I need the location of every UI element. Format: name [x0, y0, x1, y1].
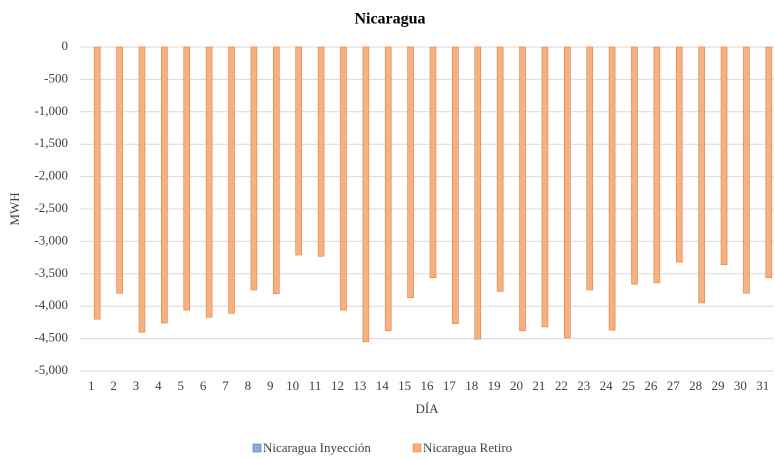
bar	[474, 46, 482, 340]
x-tick-label: 11	[309, 378, 322, 393]
bar	[138, 46, 146, 333]
bar	[250, 46, 258, 291]
x-tick-label: 12	[331, 378, 344, 393]
x-tick-label: 15	[398, 378, 411, 393]
y-tick-label: -3,000	[34, 232, 68, 247]
bar	[116, 46, 123, 294]
legend-swatch	[412, 443, 422, 453]
chart-title: Nicaragua	[354, 11, 425, 28]
bar	[586, 46, 594, 291]
x-tick-label: 31	[756, 378, 769, 393]
x-tick-label: 28	[689, 378, 702, 393]
x-tick-label: 10	[286, 378, 299, 393]
y-tick-label: -4,000	[34, 297, 68, 312]
bar	[205, 46, 213, 318]
x-tick-label: 7	[222, 378, 229, 393]
bar	[407, 46, 414, 299]
bar	[541, 46, 549, 328]
x-tick-label: 14	[376, 378, 390, 393]
bar	[496, 46, 504, 292]
x-tick-label: 24	[600, 378, 614, 393]
bar	[317, 46, 325, 257]
bar	[272, 46, 280, 295]
x-tick-label: 8	[245, 378, 252, 393]
bar	[295, 46, 302, 256]
y-axis-label: MWH	[7, 192, 22, 225]
y-tick-label: 0	[62, 38, 69, 53]
x-tick-label: 3	[133, 378, 140, 393]
bar	[765, 46, 773, 278]
bar	[519, 46, 526, 332]
bar	[183, 46, 191, 311]
bar	[564, 46, 571, 339]
x-tick-label: 27	[667, 378, 681, 393]
x-tick-label: 20	[510, 378, 523, 393]
x-tick-label: 1	[88, 378, 95, 393]
bar	[698, 46, 705, 304]
x-tick-label: 13	[353, 378, 366, 393]
bar	[720, 46, 728, 266]
bar	[384, 46, 392, 332]
y-tick-label: -5,000	[34, 362, 68, 377]
bar	[93, 46, 101, 320]
legend-swatch	[252, 443, 262, 453]
y-tick-label: -1,000	[34, 103, 68, 118]
x-tick-label: 18	[465, 378, 478, 393]
bar	[228, 46, 235, 314]
x-tick-label: 2	[110, 378, 117, 393]
bar	[161, 46, 168, 324]
x-tick-label: 26	[644, 378, 658, 393]
x-tick-label: 9	[267, 378, 274, 393]
x-tick-label: 17	[443, 378, 457, 393]
x-tick-label: 21	[532, 378, 545, 393]
bar	[675, 46, 683, 263]
y-tick-label: -1,500	[34, 135, 68, 150]
y-tick-label: -2,000	[34, 168, 68, 183]
x-axis-label: DÍA	[415, 401, 439, 416]
y-tick-label: -2,500	[34, 200, 68, 215]
y-tick-label: -3,500	[34, 265, 68, 280]
bar	[631, 46, 638, 285]
x-tick-label: 6	[200, 378, 207, 393]
legend-label: Nicaragua Inyección	[263, 440, 371, 455]
bar	[340, 46, 347, 311]
legend-label: Nicaragua Retiro	[423, 440, 512, 455]
bar	[653, 46, 661, 284]
x-tick-label: 19	[488, 378, 501, 393]
x-tick-label: 25	[622, 378, 635, 393]
bar	[362, 46, 370, 343]
y-tick-label: -4,500	[34, 330, 68, 345]
x-tick-label: 4	[155, 378, 162, 393]
x-tick-label: 5	[177, 378, 184, 393]
x-tick-label: 29	[712, 378, 725, 393]
x-tick-label: 23	[577, 378, 590, 393]
x-tick-label: 16	[421, 378, 435, 393]
x-tick-label: 30	[734, 378, 747, 393]
bar	[608, 46, 616, 331]
bar	[743, 46, 750, 294]
y-tick-label: -500	[44, 70, 68, 85]
bar	[452, 46, 459, 324]
x-tick-label: 22	[555, 378, 568, 393]
bar	[429, 46, 437, 278]
